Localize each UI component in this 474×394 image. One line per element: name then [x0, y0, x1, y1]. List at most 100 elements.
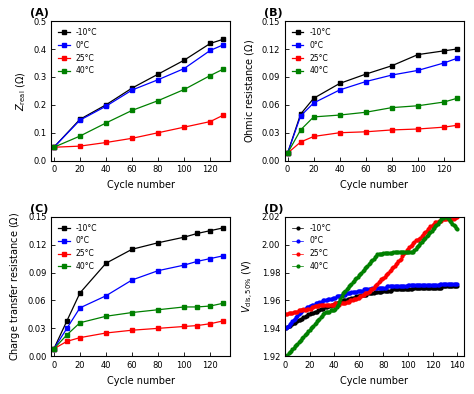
0°C [220, 253, 226, 258]
-10°C [311, 96, 317, 101]
0°C [129, 278, 135, 282]
-10°C [454, 46, 460, 51]
-10°C [441, 48, 447, 53]
40°C [155, 307, 161, 312]
Line: 40°C: 40°C [284, 213, 459, 358]
40°C [311, 115, 317, 119]
40°C [285, 151, 291, 156]
0°C [438, 281, 443, 286]
25°C [103, 140, 109, 145]
Text: (C): (C) [30, 204, 48, 214]
0°C [51, 346, 57, 351]
-10°C [293, 319, 299, 324]
40°C [454, 96, 460, 101]
-10°C [301, 315, 306, 320]
40°C [129, 108, 135, 113]
-10°C [285, 151, 291, 156]
Line: 40°C: 40°C [52, 67, 226, 149]
0°C [454, 56, 460, 61]
Text: (D): (D) [264, 204, 283, 214]
-10°C [389, 63, 395, 68]
25°C [363, 130, 369, 134]
-10°C [220, 37, 226, 42]
-10°C [208, 41, 213, 46]
-10°C [182, 58, 187, 63]
-10°C [337, 81, 343, 86]
25°C [64, 339, 70, 344]
Text: (A): (A) [30, 8, 49, 18]
25°C [285, 151, 291, 156]
25°C [155, 326, 161, 331]
40°C [455, 227, 460, 232]
25°C [208, 119, 213, 124]
40°C [208, 73, 213, 78]
-10°C [103, 261, 109, 266]
40°C [415, 103, 421, 108]
25°C [129, 328, 135, 333]
0°C [311, 100, 317, 105]
40°C [442, 213, 448, 217]
25°C [51, 346, 57, 351]
-10°C [455, 284, 460, 289]
-10°C [155, 72, 161, 76]
40°C [298, 128, 303, 132]
40°C [389, 105, 395, 110]
40°C [194, 305, 200, 309]
25°C [298, 139, 303, 144]
0°C [51, 145, 57, 150]
-10°C [51, 346, 57, 351]
0°C [129, 87, 135, 92]
25°C [441, 125, 447, 130]
0°C [441, 61, 447, 65]
0°C [368, 287, 374, 292]
Line: 25°C: 25°C [285, 123, 459, 155]
0°C [182, 66, 187, 71]
X-axis label: Cycle number: Cycle number [340, 180, 408, 190]
Line: 0°C: 0°C [52, 43, 226, 149]
-10°C [182, 235, 187, 240]
-10°C [51, 145, 57, 150]
25°C [283, 312, 289, 317]
0°C [363, 79, 369, 84]
Y-axis label: $V_\mathrm{dis,50\%}$ (V): $V_\mathrm{dis,50\%}$ (V) [241, 260, 256, 314]
Legend: -10°C, 0°C, 25°C, 40°C: -10°C, 0°C, 25°C, 40°C [55, 25, 100, 78]
0°C [389, 72, 395, 77]
40°C [77, 320, 83, 325]
-10°C [368, 291, 374, 296]
40°C [368, 259, 374, 264]
25°C [208, 322, 213, 326]
X-axis label: Cycle number: Cycle number [107, 180, 174, 190]
25°C [368, 287, 374, 292]
Legend: -10°C, 0°C, 25°C, 40°C: -10°C, 0°C, 25°C, 40°C [289, 25, 334, 78]
0°C [194, 259, 200, 264]
-10°C [77, 291, 83, 296]
25°C [452, 216, 458, 221]
40°C [77, 134, 83, 138]
Legend: -10°C, 0°C, 25°C, 40°C: -10°C, 0°C, 25°C, 40°C [55, 221, 100, 274]
0°C [283, 326, 289, 331]
25°C [415, 126, 421, 131]
25°C [220, 113, 226, 117]
25°C [194, 323, 200, 328]
40°C [453, 225, 459, 230]
0°C [298, 113, 303, 118]
-10°C [194, 231, 200, 236]
25°C [389, 128, 395, 132]
25°C [77, 335, 83, 340]
0°C [293, 315, 299, 320]
0°C [103, 104, 109, 109]
Line: 0°C: 0°C [285, 56, 459, 155]
Y-axis label: $Z_\mathrm{real}$ ($\Omega$): $Z_\mathrm{real}$ ($\Omega$) [14, 71, 27, 111]
0°C [155, 268, 161, 273]
25°C [311, 134, 317, 139]
25°C [314, 304, 320, 309]
25°C [51, 145, 57, 150]
25°C [301, 307, 306, 311]
0°C [455, 281, 460, 286]
0°C [314, 301, 320, 306]
25°C [155, 130, 161, 135]
40°C [182, 305, 187, 309]
25°C [290, 310, 295, 315]
-10°C [129, 247, 135, 252]
-10°C [283, 326, 289, 331]
